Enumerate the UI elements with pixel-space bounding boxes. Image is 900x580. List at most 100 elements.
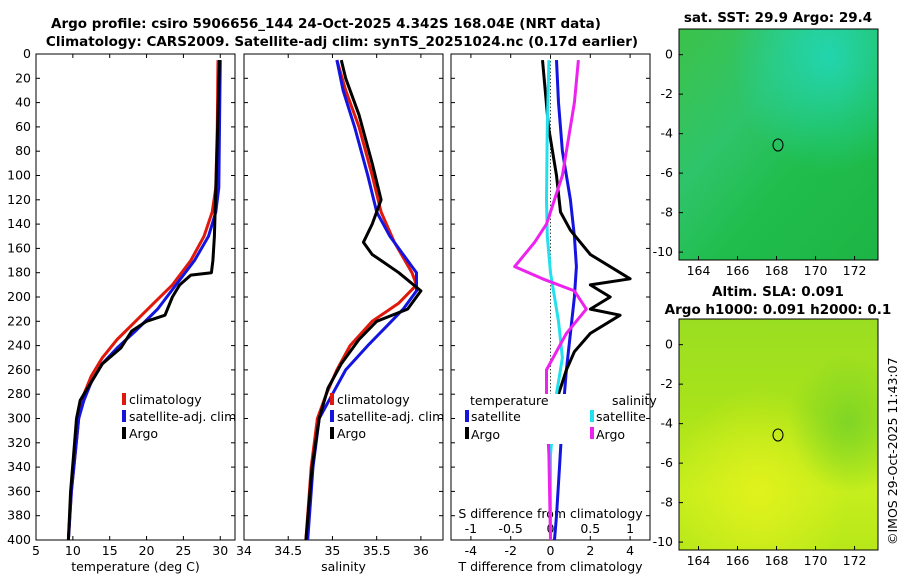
map-y-tick-label: -2	[661, 376, 673, 391]
legend-t-argo: Argo	[471, 427, 500, 442]
legend-swatch	[330, 427, 334, 439]
legend-label: climatology	[129, 392, 202, 407]
map-y-tick-label: -10	[653, 244, 673, 259]
x-tick-label: 34.5	[274, 543, 302, 558]
sla-map-title: Altim. SLA: 0.091	[712, 284, 844, 300]
map-x-tick-label: 172	[843, 553, 867, 568]
y-tick-label: 180	[7, 265, 31, 280]
map-y-tick-label: -2	[661, 86, 673, 101]
x-tick-label: 25	[175, 543, 191, 558]
x-tick-label: 5	[32, 543, 40, 558]
map-x-tick-label: 172	[843, 263, 867, 278]
legend-swatch	[122, 410, 126, 422]
map-x-tick-label: 168	[765, 263, 789, 278]
map-x-tick-label: 166	[726, 553, 750, 568]
map-x-tick-label: 168	[765, 553, 789, 568]
x2-tick-label: -0.5	[499, 521, 523, 536]
legend-swatch	[330, 393, 334, 405]
x-tick-label: -4	[465, 543, 478, 558]
series-argo	[66, 60, 221, 541]
x-tick-label: -2	[504, 543, 516, 558]
x-tick-label: 20	[139, 543, 155, 558]
legend-swatch-t-argo	[465, 427, 469, 439]
map-y-tick-label: -6	[661, 165, 674, 180]
x-tick-label: 4	[626, 543, 634, 558]
map-y-tick-label: -4	[661, 126, 674, 141]
temperature-profile-frame	[35, 53, 236, 541]
legend-salinity-title: salinity	[612, 393, 657, 408]
y-tick-label: 360	[7, 483, 31, 498]
y-tick-label: 320	[7, 435, 31, 450]
series-argo	[304, 59, 423, 541]
figure-title-line2: Climatology: CARS2009. Satellite-adj cli…	[46, 34, 638, 50]
y-tick-label: 120	[7, 192, 31, 207]
figure-title-line1: Argo profile: csiro 5906656_144 24-Oct-2…	[51, 16, 601, 32]
legend-swatch-s-argo	[590, 427, 594, 439]
sst-map-title: sat. SST: 29.9 Argo: 29.4	[684, 10, 872, 26]
y-tick-label: 140	[7, 216, 31, 231]
y-tick-label: 240	[7, 338, 31, 353]
legend-swatch-s-satellite	[590, 410, 594, 422]
legend-swatch-t-satellite	[465, 410, 469, 422]
x-tick-label: 2	[586, 543, 594, 558]
y-tick-label: 20	[15, 70, 31, 85]
legend-s-satellite: satellite	[596, 409, 646, 424]
x2-tick-label: 0.5	[580, 521, 600, 536]
y-tick-label: 200	[7, 289, 31, 304]
temperature-panel: 0 20 40 60 80 100 120 140 160 180 200 220 240 260 280 3…	[7, 46, 236, 574]
x-tick-label: 0	[547, 543, 555, 558]
map-y-tick-label: 0	[665, 337, 673, 352]
series-satellite-adj-clim	[66, 60, 222, 541]
legend-swatch	[122, 427, 126, 439]
map-y-tick-label: -8	[661, 205, 674, 220]
sla-map-axes: 164 166 168 170 172 0 -2 -4 -6 -8 -10	[653, 337, 867, 568]
x2-tick-label: -1	[465, 521, 477, 536]
sst-map-axes: 164 166 168 170 172 0 -2 -4 -6 -8 -10	[653, 47, 867, 278]
series-climatology	[66, 60, 220, 541]
x-tick-label: 30	[212, 543, 228, 558]
x2-tick-label: 1	[626, 521, 634, 536]
map-x-tick-label: 164	[687, 553, 711, 568]
x-tick-label: 36	[413, 543, 429, 558]
map-y-tick-label: -4	[661, 416, 674, 431]
y-tick-label: 280	[7, 386, 31, 401]
x-tick-label: 35	[324, 543, 340, 558]
y-tick-label: 160	[7, 240, 31, 255]
map-y-tick-label: -8	[661, 495, 674, 510]
map-y-tick-label: -6	[661, 455, 674, 470]
x-tick-label: 10	[65, 543, 81, 558]
map-x-tick-label: 164	[687, 263, 711, 278]
x-tick-label: 34	[236, 543, 252, 558]
sst-heatmap	[678, 28, 879, 261]
y-tick-label: 400	[7, 532, 31, 547]
y-tick-label: 40	[15, 95, 31, 110]
legend-s-argo: Argo	[596, 427, 625, 442]
sla-heatmap	[678, 318, 879, 551]
legend-label: satellite-adj. clim	[337, 409, 444, 424]
credit-timestamp: ©IMOS 29-Oct-2025 11:43:07	[885, 357, 900, 545]
map-x-tick-label: 166	[726, 263, 750, 278]
legend-t-satellite: satellite	[471, 409, 521, 424]
salinity-panel: 34 34.5 35 35.5 36 salinity climatology satelli…	[236, 53, 444, 574]
x-axis-label: salinity	[321, 559, 366, 574]
y-tick-label: 380	[7, 508, 31, 523]
y-tick-label: 0	[23, 46, 31, 61]
series-satellite-adj-clim	[306, 59, 418, 541]
difference-legend: temperature salinity satellite Argo sate…	[465, 393, 657, 444]
y-tick-label: 80	[15, 143, 31, 158]
y-tick-label: 60	[15, 119, 31, 134]
map-x-tick-label: 170	[804, 553, 828, 568]
legend-label: Argo	[337, 426, 366, 441]
y-tick-label: 340	[7, 459, 31, 474]
y-tick-label: 260	[7, 362, 31, 377]
y-tick-label: 220	[7, 313, 31, 328]
legend-temperature-title: temperature	[470, 393, 549, 408]
map-y-tick-label: 0	[665, 47, 673, 62]
legend-swatch	[330, 410, 334, 422]
legend-label: climatology	[337, 392, 410, 407]
x-tick-label: 15	[102, 543, 118, 558]
series-climatology	[304, 59, 418, 541]
map-x-tick-label: 170	[804, 263, 828, 278]
